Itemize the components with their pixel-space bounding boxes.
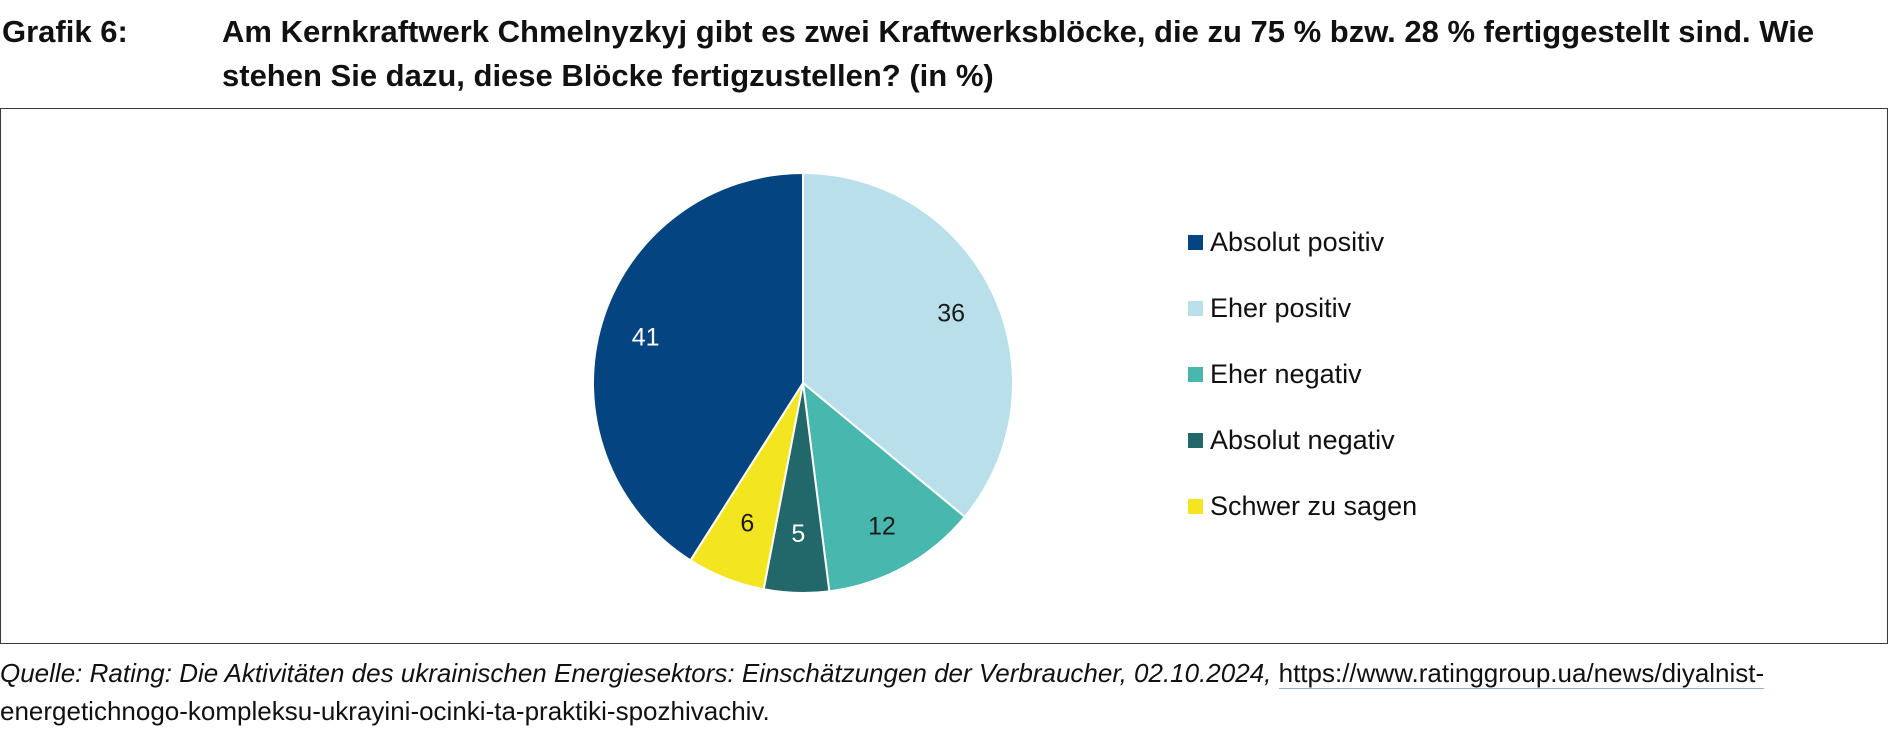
legend-swatch (1188, 300, 1203, 316)
pie-slice-eher-negativ (801, 380, 967, 593)
chart-header: Grafik 6: Am Kernkraftwerk Chmelnyzkyj g… (0, 4, 1890, 104)
legend-swatch (1188, 432, 1203, 448)
pie-slice-absolut-positiv (592, 171, 804, 562)
legend-swatch (1188, 498, 1203, 514)
data-label-absolut-positiv: 41 (632, 323, 660, 351)
figure-number: Grafik 6: (2, 14, 128, 49)
legend-item-absolut-positiv: Absolut positiv (1188, 225, 1384, 259)
pie-data-labels: 36 12 5 6 41 (632, 299, 965, 548)
data-label-absolut-negativ: 5 (791, 520, 805, 548)
legend-label: Eher positiv (1210, 293, 1352, 323)
legend-swatch (1188, 234, 1203, 250)
chart-title: Am Kernkraftwerk Chmelnyzkyj gibt es zwe… (222, 14, 1815, 93)
pie-slice-eher-positiv (802, 171, 1014, 519)
source-citation: Quelle: Rating: Die Aktivitäten des ukra… (0, 658, 1272, 688)
chart-frame: 36 12 5 6 41 Absolut positiv Eher positiv Eher… (0, 108, 1888, 644)
pie-chart: 36 12 5 6 41 (592, 171, 1014, 594)
legend-label: Eher negativ (1210, 359, 1362, 389)
legend-label: Absolut negativ (1210, 425, 1395, 455)
data-label-schwer-zu-sagen: 6 (740, 510, 754, 538)
source-link[interactable]: https://www.ratinggroup.ua/news/diyalnis… (0, 658, 1890, 730)
legend-item-schwer-zu-sagen: Schwer zu sagen (1188, 489, 1417, 523)
legend-label: Absolut positiv (1210, 227, 1385, 257)
pie-slices (592, 171, 1014, 594)
data-label-eher-positiv: 36 (937, 299, 965, 327)
legend-item-absolut-negativ: Absolut negativ (1188, 423, 1395, 457)
source-link-part-2[interactable]: energetichnogo-kompleksu-ukrayini-ocinki… (0, 696, 770, 726)
legend-item-eher-negativ: Eher negativ (1188, 357, 1362, 391)
source-note: Quelle: Rating: Die Aktivitäten des ukra… (0, 654, 1890, 730)
source-link-part-1[interactable]: https://www.ratinggroup.ua/news/diyalnis… (1278, 658, 1765, 688)
legend-item-eher-positiv: Eher positiv (1188, 291, 1351, 325)
legend-label: Schwer zu sagen (1210, 491, 1418, 521)
data-label-eher-negativ: 12 (868, 513, 896, 541)
legend-swatch (1188, 366, 1203, 382)
